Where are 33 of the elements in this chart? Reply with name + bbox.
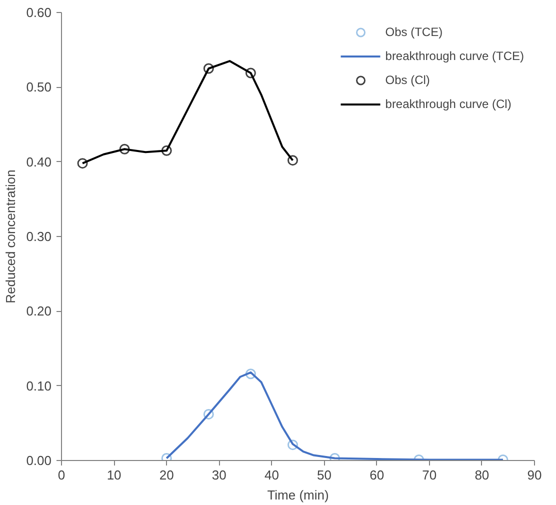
legend-label: Obs (TCE) xyxy=(385,25,443,39)
point xyxy=(245,368,256,380)
point xyxy=(161,145,172,156)
y-tick-label: 0.20 xyxy=(26,304,52,319)
x-tick-label: 60 xyxy=(370,468,384,482)
x-tick-label: 70 xyxy=(422,468,437,482)
legend-label: breakthrough curve (TCE) xyxy=(385,49,524,63)
x-tick-label: 20 xyxy=(159,468,174,482)
point xyxy=(77,158,88,169)
point xyxy=(287,155,298,166)
line-series xyxy=(166,371,504,460)
x-tick-label: 0 xyxy=(58,468,66,482)
x-tick-label: 80 xyxy=(474,468,490,482)
x-tick-label: 40 xyxy=(264,468,279,482)
y-tick-label: 0.30 xyxy=(26,229,52,244)
point xyxy=(203,63,214,74)
y-tick-label: 0.50 xyxy=(26,80,52,95)
x-tick-label: 50 xyxy=(317,468,332,482)
x-tick-label: 90 xyxy=(527,468,542,482)
x-tick-label: 10 xyxy=(106,468,122,482)
y-axis-title: Reduced concentration xyxy=(3,170,18,304)
legend-label: Obs (Cl) xyxy=(385,73,430,87)
y-tick-label: 0.00 xyxy=(26,453,52,468)
legend-label: breakthrough curve (Cl) xyxy=(385,97,512,111)
point xyxy=(245,68,256,78)
x-axis-title: Time (min) xyxy=(267,488,329,502)
y-tick-label: 0.40 xyxy=(26,154,52,170)
point xyxy=(119,144,130,154)
point xyxy=(203,408,214,420)
y-tick-label: 0.60 xyxy=(26,5,52,20)
line-series xyxy=(82,60,294,164)
x-tick-label: 30 xyxy=(212,468,226,482)
y-tick-label: 0.10 xyxy=(26,378,52,394)
